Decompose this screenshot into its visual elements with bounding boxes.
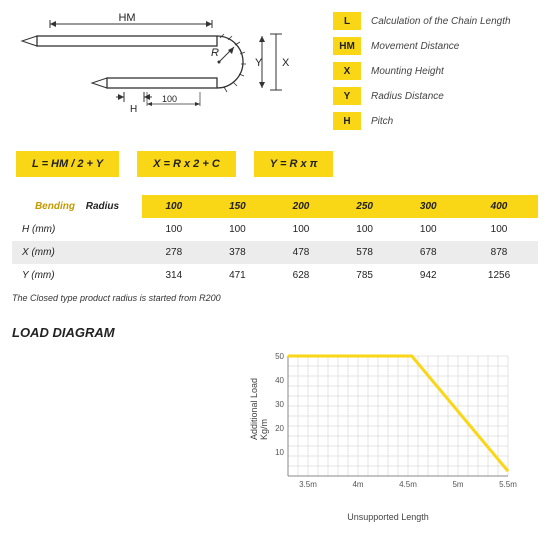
header-radius: 250 xyxy=(333,195,397,218)
legend-text: Calculation of the Chain Length xyxy=(371,16,511,27)
cell: 785 xyxy=(333,264,397,287)
cell: 678 xyxy=(396,241,460,264)
legend-text: Pitch xyxy=(371,116,393,127)
header-radius: 400 xyxy=(460,195,538,218)
lbl-h: H xyxy=(130,104,137,115)
lbl-r: R xyxy=(211,47,219,59)
legend-key: H xyxy=(333,112,361,130)
legend-key: HM xyxy=(333,37,361,55)
legend-text: Mounting Height xyxy=(371,66,444,77)
legend-row: Y Radius Distance xyxy=(333,87,538,105)
table-note: The Closed type product radius is starte… xyxy=(12,293,538,303)
legend-row: X Mounting Height xyxy=(333,62,538,80)
svg-text:5m: 5m xyxy=(452,480,463,489)
cell: 578 xyxy=(333,241,397,264)
cell: 478 xyxy=(269,241,333,264)
svg-text:4m: 4m xyxy=(352,480,363,489)
legend-row: H Pitch xyxy=(333,112,538,130)
table-body: H (mm)100100100100100100X (mm)2783784785… xyxy=(12,218,538,287)
cell: 100 xyxy=(333,218,397,241)
lbl-pitch: 100 xyxy=(162,94,177,104)
legend-row: HM Movement Distance xyxy=(333,37,538,55)
cell: 100 xyxy=(460,218,538,241)
header-radius: 150 xyxy=(206,195,270,218)
svg-text:5.5m: 5.5m xyxy=(499,480,517,489)
chain-diagram: HM R Y X xyxy=(12,12,313,122)
cell: 628 xyxy=(269,264,333,287)
svg-text:40: 40 xyxy=(275,376,284,385)
legend-key: Y xyxy=(333,87,361,105)
svg-text:4.5m: 4.5m xyxy=(399,480,417,489)
header-left: Bending Radius xyxy=(12,195,142,218)
row-label: H (mm) xyxy=(12,218,142,241)
legend-text: Radius Distance xyxy=(371,91,444,102)
svg-text:10: 10 xyxy=(275,448,284,457)
header-radius: 300 xyxy=(396,195,460,218)
cell: 100 xyxy=(396,218,460,241)
legend-key: L xyxy=(333,12,361,30)
svg-text:3.5m: 3.5m xyxy=(299,480,317,489)
chart-xlabel: Unsupported Length xyxy=(347,512,429,522)
radius-table: Bending Radius100150200250300400 H (mm)1… xyxy=(12,195,538,287)
row-label: X (mm) xyxy=(12,241,142,264)
cell: 100 xyxy=(142,218,206,241)
header-radius: 200 xyxy=(269,195,333,218)
cell: 278 xyxy=(142,241,206,264)
chart-svg: 10 20 30 40 50 3.5m 4m 4.5m 5m 5.5m xyxy=(258,346,518,496)
svg-text:20: 20 xyxy=(275,424,284,433)
table-header: Bending Radius100150200250300400 xyxy=(12,195,538,218)
cell: 378 xyxy=(206,241,270,264)
legend-text: Movement Distance xyxy=(371,41,459,52)
cell: 314 xyxy=(142,264,206,287)
legend: L Calculation of the Chain Length HM Moveme… xyxy=(333,12,538,137)
cell: 1256 xyxy=(460,264,538,287)
table-row: H (mm)100100100100100100 xyxy=(12,218,538,241)
cell: 471 xyxy=(206,264,270,287)
cell: 878 xyxy=(460,241,538,264)
cell: 100 xyxy=(206,218,270,241)
formula: X = R x 2 + C xyxy=(137,151,236,177)
lbl-hm: HM xyxy=(118,12,135,24)
table-row: X (mm)278378478578678878 xyxy=(12,241,538,264)
formula: Y = R x π xyxy=(254,151,334,177)
formulas: L = HM / 2 + Y X = R x 2 + C Y = R x π xyxy=(12,151,538,177)
legend-key: X xyxy=(333,62,361,80)
lbl-x: X xyxy=(282,57,290,69)
row-label: Y (mm) xyxy=(12,264,142,287)
legend-row: L Calculation of the Chain Length xyxy=(333,12,538,30)
cell: 100 xyxy=(269,218,333,241)
load-title: LOAD DIAGRAM xyxy=(12,325,538,340)
cell: 942 xyxy=(396,264,460,287)
svg-text:50: 50 xyxy=(275,352,284,361)
header-radius: 100 xyxy=(142,195,206,218)
load-chart: Additional LoadKg/m 10203040503.5m4m4.5m… xyxy=(258,346,518,496)
lbl-y: Y xyxy=(255,57,263,69)
chart-ylabel: Additional LoadKg/m xyxy=(249,378,269,440)
svg-text:30: 30 xyxy=(275,400,284,409)
table-row: Y (mm)3144716287859421256 xyxy=(12,264,538,287)
formula: L = HM / 2 + Y xyxy=(16,151,119,177)
